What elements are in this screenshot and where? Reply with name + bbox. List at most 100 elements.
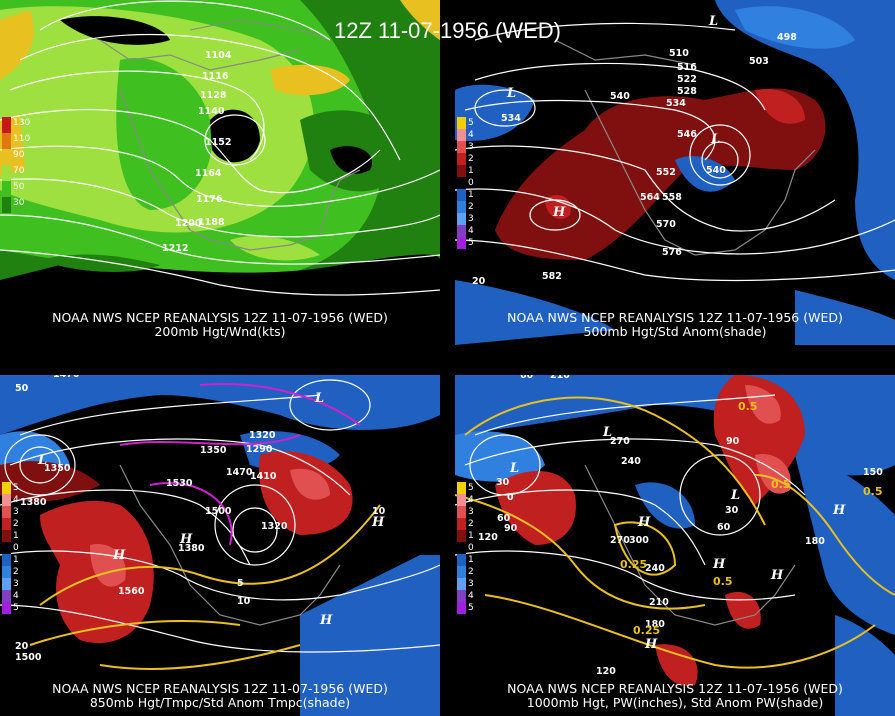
legend-label: 0: [468, 543, 474, 553]
contour-label: 120: [478, 532, 498, 543]
low-pressure-marker: L: [510, 461, 520, 476]
panel-caption-field: 200mb Hgt/Wnd(kts): [154, 324, 286, 339]
legend-swatch: [2, 578, 11, 590]
contour-label: 25: [232, 375, 245, 378]
legend-label: 5: [468, 483, 474, 493]
contour-label: 1350: [200, 445, 227, 456]
high-pressure-marker: H: [713, 557, 726, 572]
high-pressure-marker: H: [372, 515, 385, 530]
legend-label: 5: [468, 603, 474, 613]
legend-label: 2: [468, 519, 474, 529]
legend-swatch: [457, 153, 466, 165]
legend-label: 1: [468, 555, 474, 565]
legend-label: 1: [468, 166, 474, 176]
panel-1000mb: 5 4 3 2 1 0 1 2 3 4 5 210 60 270 240 30 …: [455, 375, 895, 716]
contour-label: 30: [725, 505, 739, 516]
map-850mb: [0, 375, 440, 716]
low-pressure-marker: L: [711, 132, 721, 147]
contour-label: 1320: [261, 521, 288, 532]
contour-label: 1500: [205, 506, 232, 517]
high-pressure-marker: H: [833, 503, 846, 518]
contour-label: 1164: [195, 168, 222, 179]
contour-label: 270: [610, 535, 630, 546]
legend-swatch: [457, 129, 466, 141]
contour-label: 1470: [53, 375, 79, 380]
contour-label: 1560: [118, 586, 145, 597]
high-pressure-marker: H: [113, 548, 126, 563]
legend-swatch: [457, 578, 466, 590]
contour-label: 180: [645, 619, 665, 630]
contour-label: 240: [645, 563, 665, 574]
contour-label: 300: [629, 535, 649, 546]
contour-label: 150: [863, 467, 883, 478]
legend-label: 2: [13, 567, 19, 577]
contour-label: 0.25: [620, 558, 648, 571]
map-200mb: [0, 0, 440, 345]
contour-label: 1530: [166, 478, 193, 489]
legend-swatch: [457, 482, 466, 494]
contour-label: 540: [706, 165, 726, 176]
contour-label: 503: [749, 56, 769, 67]
contour-label: 540: [610, 91, 630, 102]
legend-swatch: [457, 506, 466, 518]
legend-swatch: [2, 602, 11, 614]
panel-caption-field: 1000mb Hgt, PW(inches), Std Anom PW(shad…: [526, 695, 824, 710]
contour-label: 516: [677, 62, 697, 73]
legend-label: 5: [468, 238, 474, 248]
contour-label: 1152: [205, 137, 232, 148]
contour-label: 564: [640, 192, 660, 203]
legend-swatch: [457, 189, 466, 201]
legend-swatch: [457, 602, 466, 614]
contour-label: 270: [610, 436, 630, 447]
legend-swatch: [457, 225, 466, 237]
legend-swatch: [457, 554, 466, 566]
legend-850mb: 5 4 3 2 1 0 1 2 3 4 5: [2, 482, 19, 614]
legend-label: 5: [13, 483, 19, 493]
legend-label: 4: [468, 591, 474, 601]
contour-label: 90: [726, 436, 740, 447]
legend-swatch: [457, 201, 466, 213]
panel-caption-field: 500mb Hgt/Std Anom(shade): [583, 324, 767, 339]
legend-swatch: [457, 117, 466, 129]
legend-swatch: [457, 542, 466, 554]
contour-label: 210: [649, 597, 669, 608]
contour-label: 1380: [20, 497, 47, 508]
legend-label: 4: [468, 130, 474, 140]
legend-swatch: [457, 165, 466, 177]
contour-label: 0.5: [713, 575, 733, 588]
legend-label: 1: [468, 190, 474, 200]
low-pressure-marker: L: [507, 86, 517, 101]
legend-label: 4: [468, 495, 474, 505]
contour-label: 576: [662, 247, 682, 258]
low-pressure-marker: L: [731, 488, 741, 503]
high-pressure-marker: H: [320, 613, 333, 628]
contour-label: 20: [472, 276, 486, 287]
contour-label: 1350: [44, 463, 71, 474]
contour-label: 20: [15, 641, 29, 652]
low-pressure-marker: L: [38, 453, 48, 468]
legend-label: 2: [468, 567, 474, 577]
legend-label: 3: [13, 507, 19, 517]
contour-label: 180: [805, 536, 825, 547]
contour-label: 510: [669, 48, 689, 59]
contour-label: 1140: [198, 106, 225, 117]
contour-label: 528: [677, 86, 697, 97]
legend-label: 2: [468, 154, 474, 164]
panel-200mb: 130 110 90 70 50 30 1104 1116 1128 1140 …: [0, 0, 440, 345]
contour-label: 60: [717, 522, 731, 533]
contour-label: 50: [15, 383, 29, 394]
legend-swatch: [2, 165, 11, 181]
contour-label: 1200: [175, 218, 202, 229]
contour-label: 1212: [162, 243, 189, 254]
contour-label: 240: [621, 456, 641, 467]
map-title: 12Z 11-07-1956 (WED): [333, 18, 561, 43]
panel-caption-field: 850mb Hgt/Tmpc/Std Anom Tmpc(shade): [89, 695, 351, 710]
contour-label: 1470: [226, 467, 253, 478]
legend-swatch: [2, 566, 11, 578]
panel-850mb: 5 4 3 2 1 0 1 2 3 4 5 1470 1350 1380 129…: [0, 375, 440, 716]
legend-label: 30: [13, 198, 25, 208]
legend-label: 3: [468, 142, 474, 152]
legend-swatch: [2, 554, 11, 566]
contour-label: 1500: [15, 652, 42, 663]
low-pressure-marker: L: [315, 391, 325, 406]
